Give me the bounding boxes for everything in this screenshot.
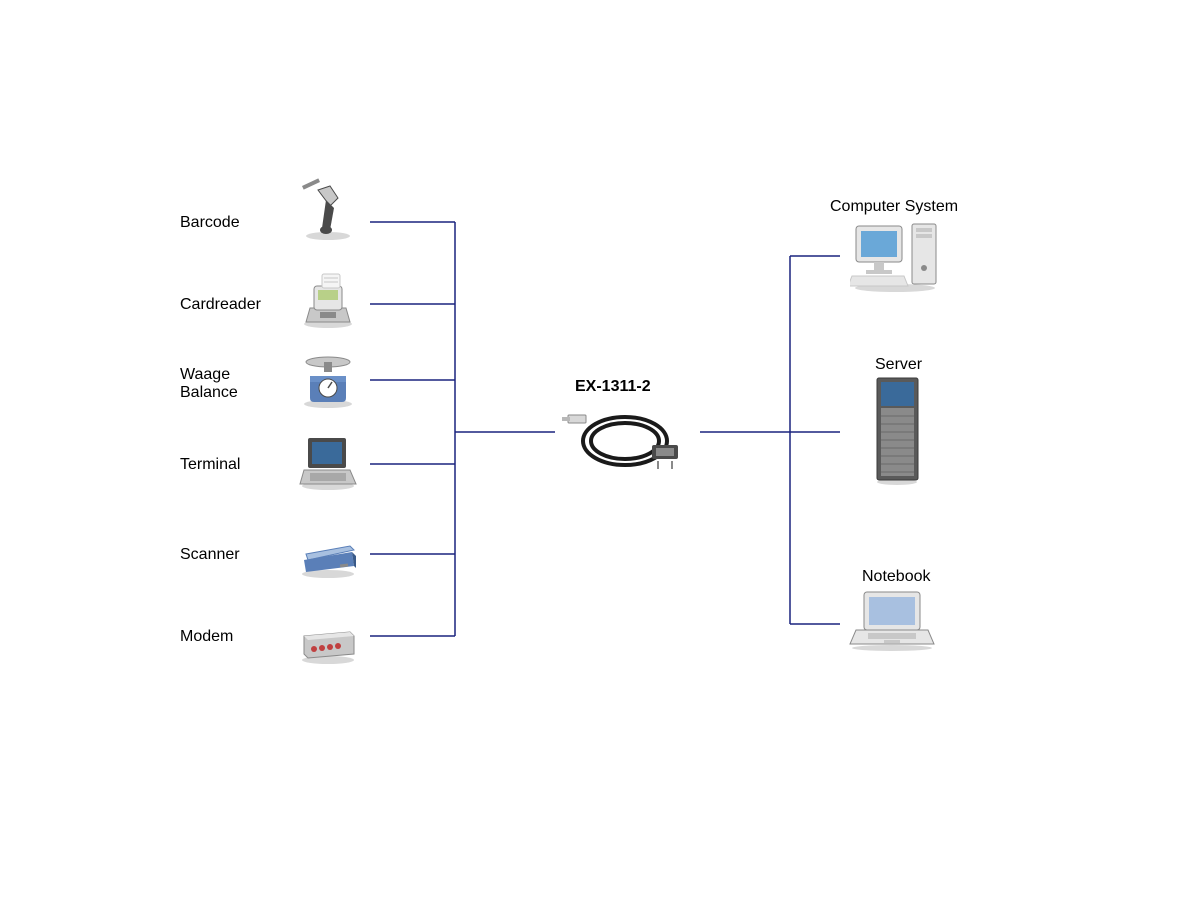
terminal-icon — [296, 430, 356, 490]
barcode-scanner-icon — [296, 178, 356, 238]
product-cable-icon — [560, 395, 690, 475]
label-terminal: Terminal — [180, 456, 290, 474]
label-notebook: Notebook — [862, 568, 931, 586]
computer-system-icon — [850, 218, 940, 293]
notebook-icon — [848, 590, 936, 652]
topology-diagram: Barcode Cardreader Waage Balance Termina… — [0, 0, 1200, 900]
label-barcode: Barcode — [180, 214, 290, 232]
label-scanner: Scanner — [180, 546, 290, 564]
server-rack-icon — [875, 376, 920, 486]
label-server: Server — [875, 356, 922, 374]
label-computer-system: Computer System — [830, 198, 958, 216]
card-reader-icon — [296, 268, 356, 328]
modem-icon — [296, 608, 356, 668]
label-waage: Waage Balance — [180, 366, 290, 401]
scale-icon — [296, 348, 356, 408]
label-cardreader: Cardreader — [180, 296, 290, 314]
product-label: EX-1311-2 — [575, 378, 651, 396]
label-modem: Modem — [180, 628, 290, 646]
flatbed-scanner-icon — [296, 520, 356, 580]
